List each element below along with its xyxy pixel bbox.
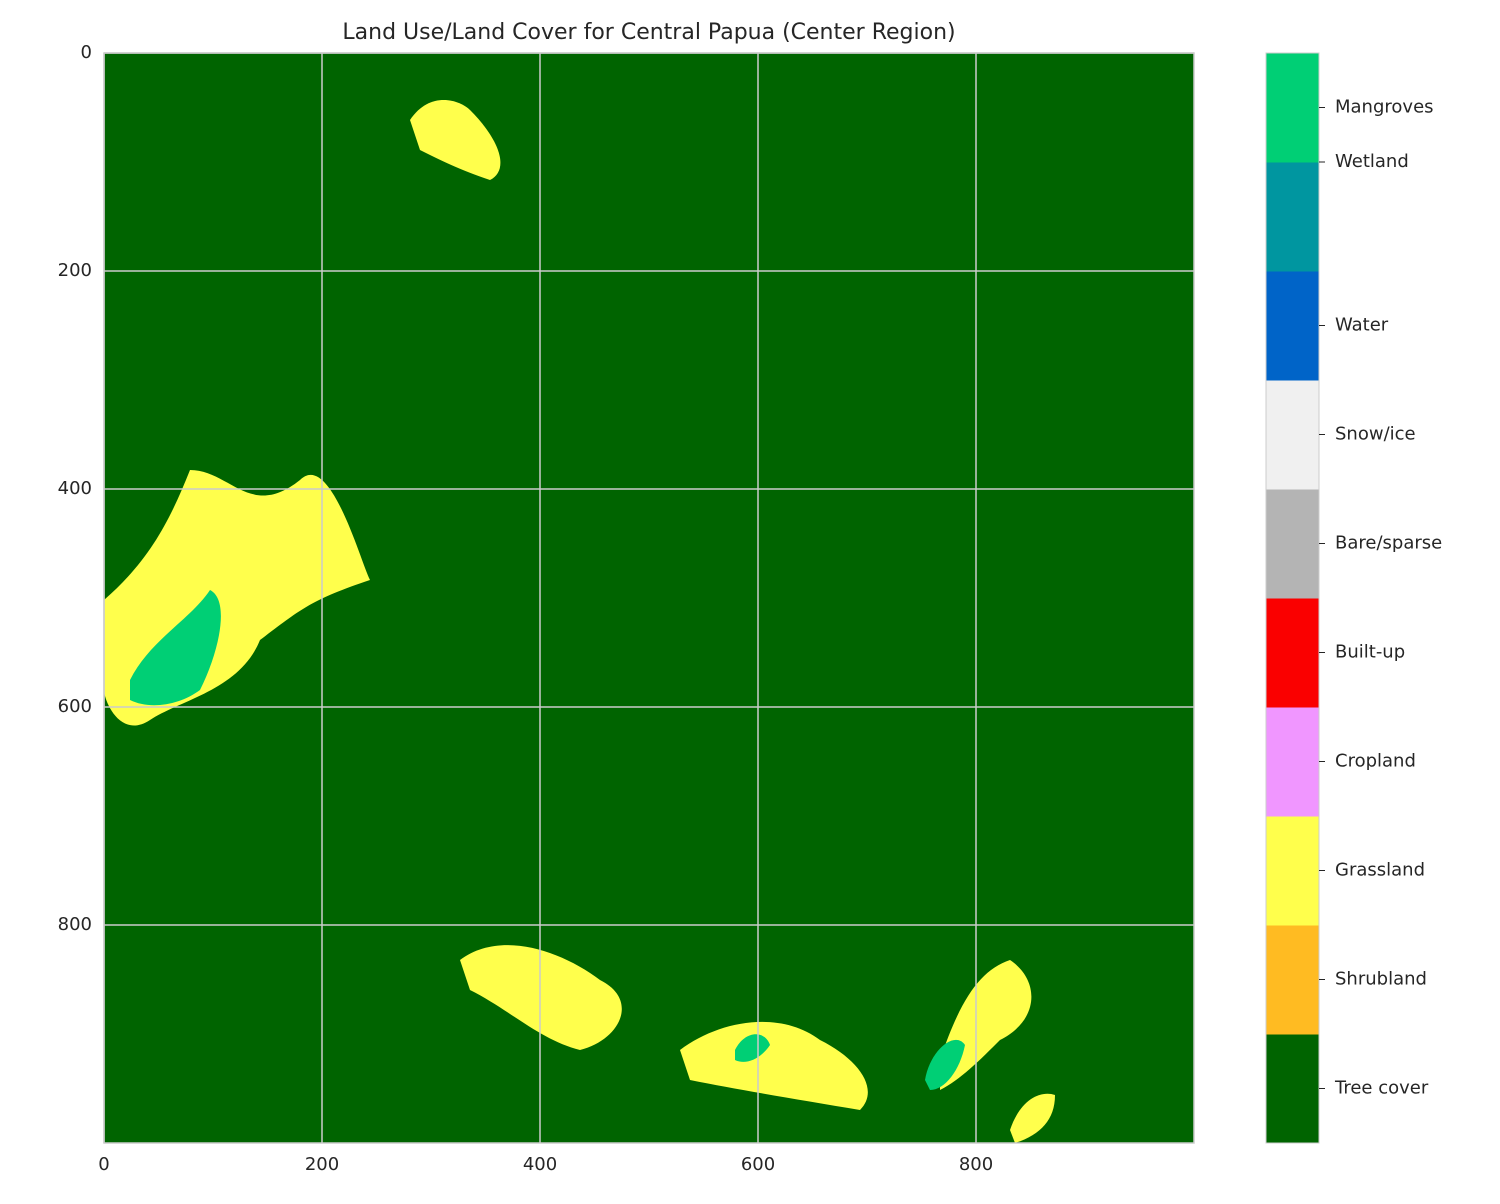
- colorbar-label: Snow/ice: [1335, 424, 1416, 445]
- colorbar-label: Bare/sparse: [1335, 533, 1442, 554]
- y-tick-label: 200: [58, 260, 92, 281]
- mangrove-patch: [130, 590, 221, 706]
- grassland-patch: [410, 100, 501, 180]
- y-tick-label: 0: [81, 42, 92, 63]
- colorbar-label: Grassland: [1335, 860, 1425, 881]
- colorbar-band: [1266, 53, 1319, 163]
- colorbar-label: Water: [1335, 315, 1389, 336]
- grassland-patch: [460, 945, 622, 1050]
- colorbar-label: Mangroves: [1335, 97, 1434, 118]
- x-tick-label: 400: [523, 1154, 557, 1175]
- colorbar-band: [1266, 162, 1319, 272]
- mangrove-patch: [735, 1034, 770, 1062]
- colorbar-label: Tree cover: [1334, 1078, 1429, 1099]
- colorbar-band: [1266, 707, 1319, 817]
- colorbar-label: Shrubland: [1335, 969, 1427, 990]
- grassland-patch: [1010, 1093, 1055, 1143]
- axes-frame: [103, 52, 1195, 1144]
- colorbar-label: Cropland: [1335, 751, 1416, 772]
- colorbar-frame: [1265, 52, 1320, 1144]
- colorbar-band: [1266, 380, 1319, 490]
- colorbar-label: Wetland: [1335, 151, 1409, 172]
- mangrove-patch: [925, 1039, 965, 1090]
- land-cover-patches: [104, 100, 1055, 1143]
- colorbar-band: [1266, 1034, 1319, 1144]
- x-tick-label: 200: [305, 1154, 339, 1175]
- x-tick-label: 800: [959, 1154, 993, 1175]
- y-tick-label: 400: [58, 478, 92, 499]
- grassland-patch: [680, 1021, 868, 1110]
- colorbar-label: Built-up: [1335, 642, 1405, 663]
- y-tick-label: 600: [58, 696, 92, 717]
- colorbar-band: [1266, 816, 1319, 926]
- x-tick-label: 600: [741, 1154, 775, 1175]
- colorbar-band: [1266, 489, 1319, 599]
- colorbar-band: [1266, 271, 1319, 381]
- y-tick-label: 800: [58, 914, 92, 935]
- x-tick-label: 0: [98, 1154, 109, 1175]
- colorbar-band: [1266, 925, 1319, 1035]
- grassland-patch: [940, 960, 1032, 1090]
- colorbar-band: [1266, 598, 1319, 708]
- chart-title: Land Use/Land Cover for Central Papua (C…: [342, 20, 955, 45]
